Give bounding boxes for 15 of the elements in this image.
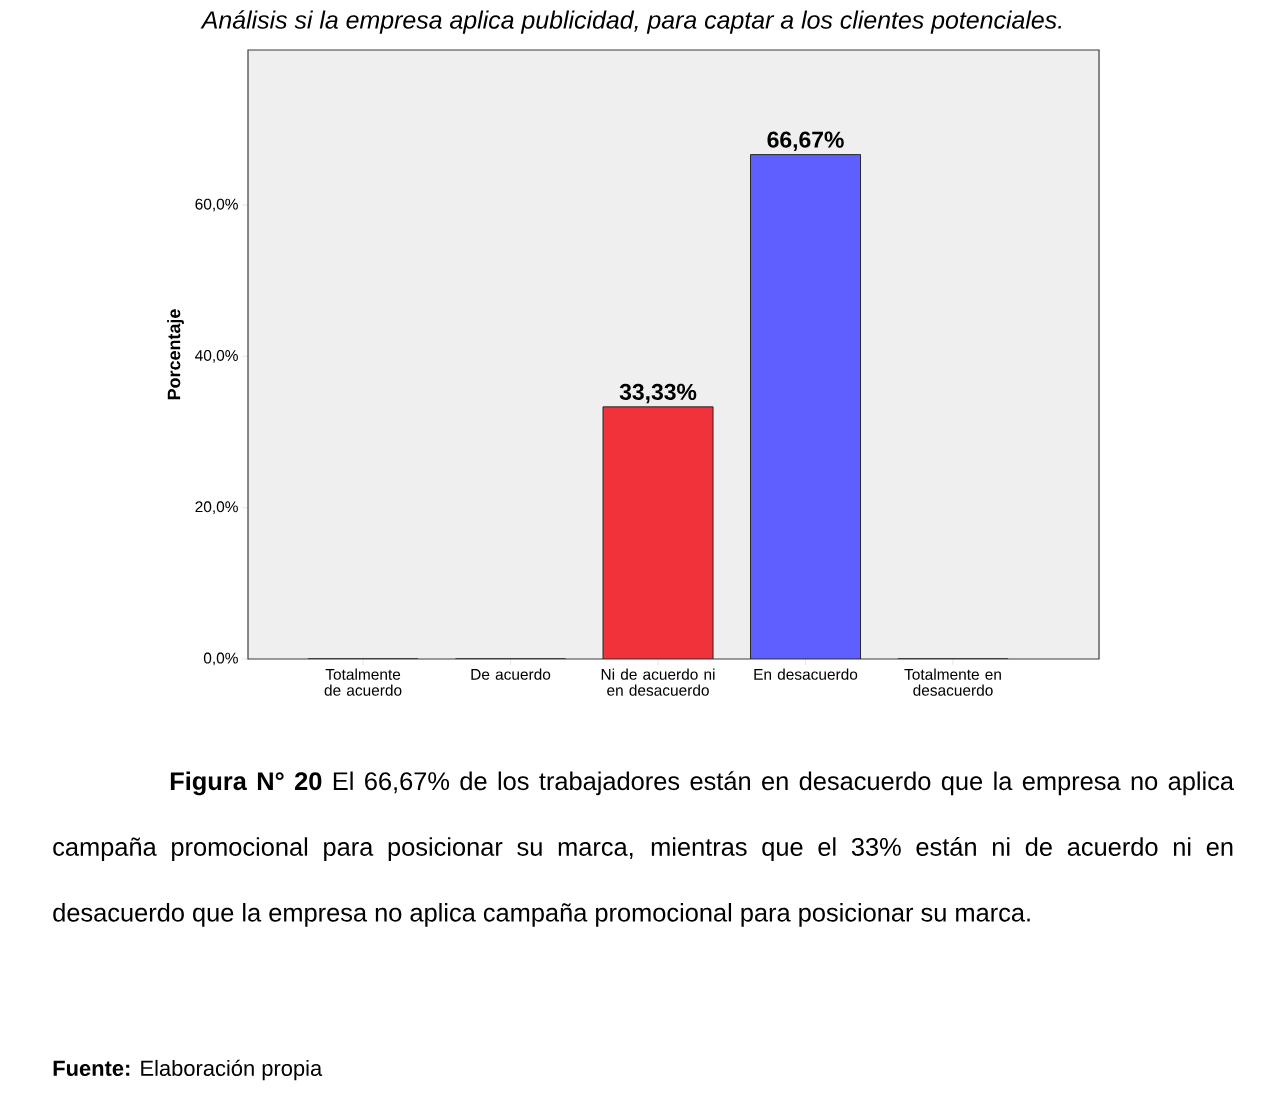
x-tick-label: Totalmente en desacuerdo: [904, 668, 1001, 696]
data-label: 33,33%: [619, 383, 697, 404]
y-tick-label: 20,0%: [195, 501, 238, 515]
data-label: 66,67%: [767, 131, 844, 152]
text: Fuente: Elaboración propia: [53, 1059, 323, 1081]
y-tick-label: 40,0%: [195, 350, 238, 363]
text: Figura N° 20 El 66,67% de los trabajadores están en desacuerdo que la empresa no aplica campaña promocional para posicionar su marca, mientras que el 33% están ni de acuerdo ni en desacuerdo que la empresa no aplica campaña promocional para posicionar su marca.: [53, 771, 1235, 927]
y-tick-label: 60,0%: [195, 198, 238, 212]
x-tick-label: De acuerdo: [471, 668, 551, 680]
y-tick-label: 0,0%: [203, 652, 238, 666]
x-tick-label: En desacuerdo: [754, 668, 858, 680]
y-axis-title: Porcentaje: [167, 309, 184, 400]
x-tick-label: Totalmente de acuerdo: [324, 668, 402, 696]
chart-title: Análisis si la empresa aplica publicidad, para captar a los clientes potenciales.: [200, 10, 1062, 34]
x-tick-label: Ni de acuerdo ni en desacuerdo: [601, 668, 715, 696]
